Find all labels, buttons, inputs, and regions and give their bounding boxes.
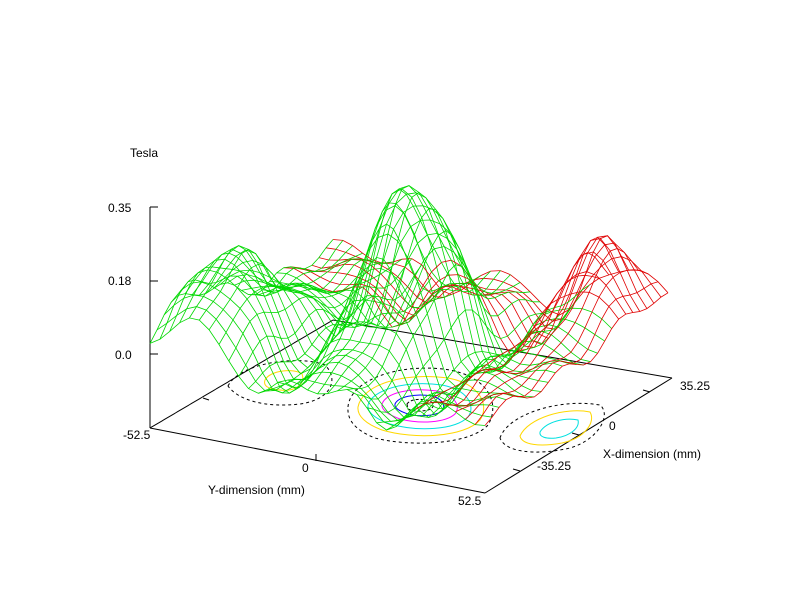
mesh-line-x [159, 240, 344, 340]
z-axis-label: Tesla [130, 146, 158, 160]
mesh-line-x [465, 269, 649, 420]
y-axis-line [149, 427, 486, 494]
mesh-line-x [425, 252, 610, 404]
z-tick-label-bottom: 0.0 [115, 348, 132, 362]
mesh-line-y [149, 317, 486, 431]
mesh-line-x [435, 236, 620, 406]
z-tick-label-top: 0.35 [108, 201, 132, 215]
mesh-line-x [248, 277, 432, 389]
contour-center-blue [394, 394, 445, 417]
mesh-line-x [445, 235, 629, 407]
mesh-line-x [484, 292, 669, 426]
mesh-line-x [356, 264, 540, 400]
mesh-line-x [474, 281, 659, 425]
mesh-line-y [198, 245, 535, 417]
mesh-line-x [366, 309, 550, 413]
x-tick-label-high: 35.25 [680, 379, 710, 393]
contour-right-yellow [519, 410, 592, 446]
z-tick-label-mid: 0.18 [108, 274, 132, 288]
mesh-line-x [258, 289, 442, 394]
mesh-line-x [336, 208, 521, 392]
y-tick-label-mid: 0 [302, 461, 309, 475]
mesh-line-y [170, 281, 507, 421]
mesh-line-x [307, 188, 491, 391]
mesh-line-x [396, 296, 580, 427]
mesh-line-x [297, 202, 482, 385]
axes [149, 206, 673, 494]
mesh-line-x [189, 245, 373, 319]
mesh-line-x [228, 258, 413, 362]
mesh-line-y [206, 249, 542, 410]
contour-right-outer [499, 402, 605, 453]
mesh-line-x [238, 264, 423, 377]
contour-right-cyan [539, 418, 579, 439]
contour-left-outer [227, 360, 333, 406]
mesh-line-x [317, 185, 501, 395]
y-axis-label: Y-dimension (mm) [208, 483, 305, 497]
x-axis-label: X-dimension (mm) [603, 447, 701, 461]
mesh-line-x [149, 239, 334, 344]
mesh-line-x [268, 294, 452, 394]
x-tick-high [642, 389, 651, 393]
y-tick-label-low: -52.5 [123, 428, 151, 442]
mesh-line-x [198, 248, 383, 321]
surface-mesh [149, 185, 669, 431]
x-tick-label-low: -35.25 [537, 459, 571, 473]
x-tick-label-mid: 0 [609, 419, 616, 433]
mesh-line-x [218, 258, 403, 345]
mesh-line-x [169, 245, 353, 332]
x-axis-line [484, 377, 673, 494]
x-tick-low [512, 468, 521, 472]
back-tick [202, 397, 210, 401]
back-edge-line [149, 319, 334, 429]
contour-center-outer [347, 367, 494, 444]
y-tick-label-high: 52.5 [458, 494, 482, 508]
mesh-line-x [208, 261, 393, 331]
contour-center-yellow [357, 376, 485, 437]
mesh-line-x [415, 274, 600, 410]
mesh-line-x [455, 248, 639, 413]
mesh-line-x [347, 230, 531, 390]
x-tick-mid [571, 432, 580, 436]
mesh-line-x [179, 252, 363, 323]
